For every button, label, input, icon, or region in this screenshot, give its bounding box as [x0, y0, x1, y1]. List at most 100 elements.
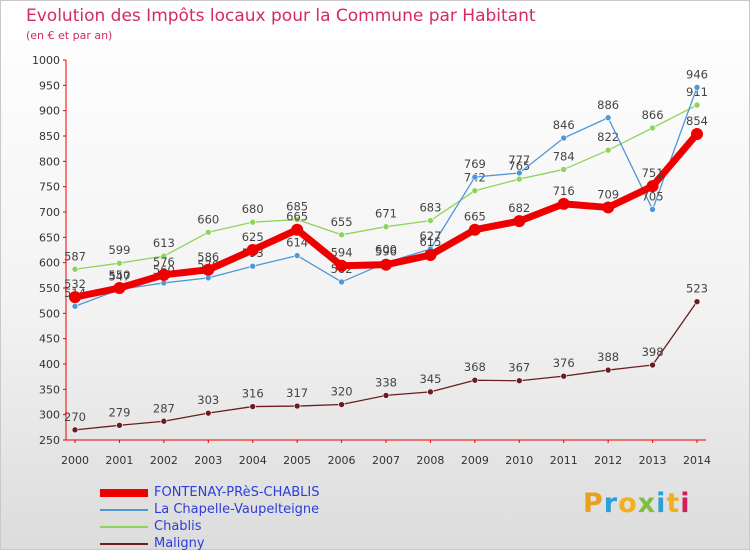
data-label-fontenay-pr-s-chablis: 716	[553, 184, 575, 198]
data-label-chablis: 765	[508, 159, 530, 173]
data-point-maligny	[204, 409, 212, 417]
data-point-maligny	[71, 426, 79, 434]
data-label-chablis: 660	[197, 212, 219, 226]
y-tick-label: 300	[39, 409, 60, 422]
logo-letter: r	[603, 488, 619, 519]
data-point-chablis	[160, 252, 168, 260]
data-label-la-chapelle-vaupelteigne: 705	[642, 189, 664, 203]
data-label-la-chapelle-vaupelteigne: 777	[508, 153, 530, 167]
data-point-chablis	[471, 187, 479, 195]
data-point-la-chapelle-vaupelteigne	[338, 278, 345, 286]
data-label-maligny: 388	[597, 350, 619, 364]
y-tick-label: 800	[39, 155, 60, 168]
y-tick-label: 450	[39, 333, 60, 346]
data-point-fontenay-pr-s-chablis	[291, 223, 304, 236]
x-tick-label: 2007	[372, 454, 400, 467]
y-tick-label: 350	[39, 383, 60, 396]
data-point-chablis	[293, 216, 301, 223]
y-tick-label: 1000	[32, 54, 60, 67]
data-point-la-chapelle-vaupelteigne	[693, 84, 701, 91]
x-tick-label: 2009	[461, 454, 489, 467]
data-label-fontenay-pr-s-chablis: 665	[286, 210, 308, 224]
data-point-maligny	[560, 372, 568, 380]
data-label-fontenay-pr-s-chablis: 615	[419, 235, 441, 249]
data-label-la-chapelle-vaupelteigne: 846	[553, 118, 575, 132]
y-tick-label: 250	[39, 434, 60, 447]
data-label-maligny: 367	[508, 361, 530, 375]
data-label-chablis: 866	[642, 108, 664, 122]
data-point-fontenay-pr-s-chablis	[113, 282, 126, 294]
data-point-chablis	[649, 124, 656, 132]
data-point-maligny	[515, 377, 523, 385]
data-label-fontenay-pr-s-chablis: 854	[686, 114, 708, 128]
data-label-chablis: 911	[686, 85, 708, 99]
data-point-fontenay-pr-s-chablis	[691, 127, 703, 140]
data-point-chablis	[427, 217, 434, 224]
logo-letter: x	[637, 488, 657, 519]
logo-letter: o	[618, 488, 638, 519]
data-point-chablis	[249, 218, 257, 226]
data-label-la-chapelle-vaupelteigne: 614	[286, 236, 308, 250]
data-point-la-chapelle-vaupelteigne	[515, 169, 523, 177]
legend-swatch-maligny	[100, 543, 148, 545]
data-point-chablis	[204, 228, 212, 236]
data-point-la-chapelle-vaupelteigne	[649, 206, 656, 213]
legend-swatch-fontenay	[100, 489, 148, 497]
legend-label-la-chapelle: La Chapelle-Vaupelteigne	[154, 502, 320, 517]
data-point-chablis	[693, 101, 701, 109]
y-tick-label: 850	[39, 130, 60, 143]
data-point-fontenay-pr-s-chablis	[157, 268, 170, 281]
logo-letter: P	[583, 488, 604, 519]
data-label-maligny: 287	[153, 401, 175, 415]
x-tick-label: 2000	[61, 454, 89, 467]
data-label-la-chapelle-vaupelteigne: 886	[597, 98, 619, 112]
data-label-fontenay-pr-s-chablis: 682	[508, 201, 530, 215]
x-tick-label: 2003	[194, 454, 222, 467]
data-label-la-chapelle-vaupelteigne: 627	[419, 229, 441, 243]
y-tick-label: 550	[39, 282, 60, 295]
data-point-fontenay-pr-s-chablis	[202, 263, 215, 276]
data-point-la-chapelle-vaupelteigne	[249, 262, 257, 270]
legend-label-fontenay: FONTENAY-PRèS-CHABLIS	[154, 485, 320, 500]
data-label-chablis: 655	[331, 215, 353, 229]
data-point-maligny	[293, 402, 301, 410]
data-point-la-chapelle-vaupelteigne	[293, 252, 301, 259]
data-point-la-chapelle-vaupelteigne	[471, 173, 479, 181]
data-point-maligny	[338, 401, 345, 408]
data-point-la-chapelle-vaupelteigne	[160, 279, 168, 287]
x-tick-label: 2005	[283, 454, 311, 467]
data-point-fontenay-pr-s-chablis	[557, 197, 570, 210]
legend-label-chablis: Chablis	[154, 519, 202, 534]
data-label-chablis: 683	[419, 201, 441, 215]
data-label-maligny: 316	[242, 387, 264, 401]
data-point-fontenay-pr-s-chablis	[335, 259, 348, 272]
data-label-chablis: 685	[286, 200, 308, 214]
data-point-maligny	[116, 422, 123, 429]
data-point-fontenay-pr-s-chablis	[424, 249, 437, 262]
data-label-chablis: 680	[242, 202, 264, 216]
data-label-chablis: 587	[64, 249, 86, 263]
data-point-maligny	[693, 298, 701, 305]
proxiti-logo: Proxiti	[583, 488, 691, 519]
data-point-la-chapelle-vaupelteigne	[560, 134, 568, 142]
data-label-fontenay-pr-s-chablis: 625	[242, 230, 264, 244]
data-label-la-chapelle-vaupelteigne: 547	[108, 270, 130, 284]
data-point-chablis	[560, 166, 568, 173]
data-label-chablis: 822	[597, 130, 619, 144]
data-label-maligny: 345	[419, 372, 441, 386]
data-label-fontenay-pr-s-chablis: 532	[64, 277, 86, 291]
x-tick-label: 2011	[550, 454, 578, 467]
data-point-la-chapelle-vaupelteigne	[604, 114, 612, 122]
data-label-maligny: 338	[375, 375, 397, 389]
data-label-maligny: 303	[197, 393, 219, 407]
data-point-chablis	[338, 231, 345, 239]
x-tick-label: 2004	[239, 454, 267, 467]
x-tick-label: 2008	[416, 454, 444, 467]
y-tick-label: 500	[39, 307, 60, 320]
y-tick-label: 700	[39, 206, 60, 219]
data-point-chablis	[71, 265, 79, 273]
legend-swatch-chablis	[100, 526, 148, 528]
data-point-la-chapelle-vaupelteigne	[204, 274, 212, 282]
